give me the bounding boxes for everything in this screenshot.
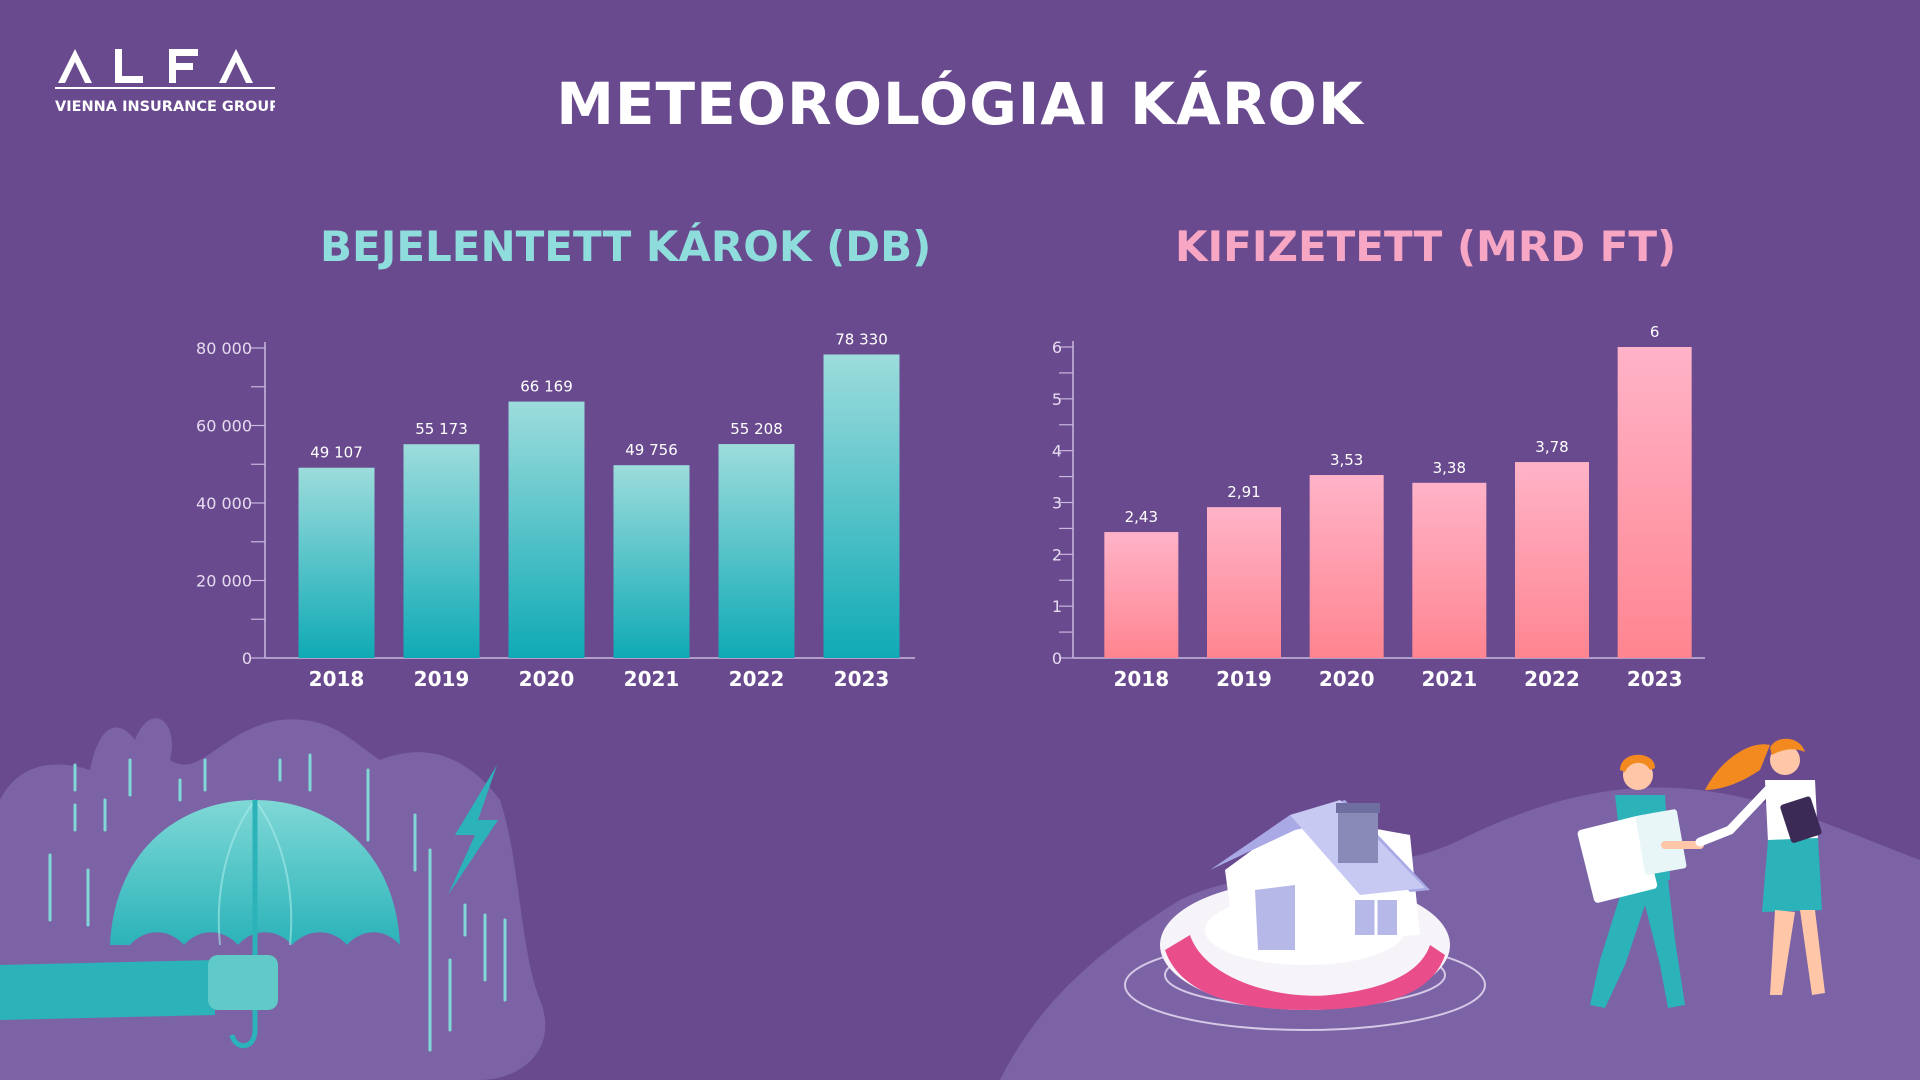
y-tick-label: 4 [1052, 442, 1062, 461]
bar-value-label: 78 330 [835, 330, 888, 348]
rain-icon [48, 753, 507, 1052]
x-tick-label: 2018 [1113, 667, 1169, 691]
x-tick-label: 2021 [624, 667, 680, 691]
bar-value-label: 2,91 [1227, 483, 1260, 501]
bar-value-label: 6 [1650, 323, 1660, 341]
x-tick-label: 2023 [1627, 667, 1683, 691]
bar-2019 [1207, 507, 1281, 658]
bar-value-label: 49 756 [625, 441, 678, 459]
y-tick-label: 6 [1052, 338, 1062, 357]
water-blob [1000, 787, 1920, 1080]
alfa-logo: VIENNA INSURANCE GROUP [55, 49, 275, 115]
house-icon [1210, 800, 1430, 950]
bar-value-label: 49 107 [310, 444, 363, 462]
y-tick-label: 0 [1052, 649, 1062, 668]
y-tick-label: 60 000 [196, 417, 252, 436]
x-tick-label: 2020 [1319, 667, 1375, 691]
y-tick-label: 5 [1052, 390, 1062, 409]
y-tick-label: 0 [242, 649, 252, 668]
bar-2022 [1515, 462, 1589, 658]
umbrella-icon [0, 799, 400, 1049]
lightning-icon [448, 765, 498, 895]
bar-2019 [403, 444, 480, 658]
bar-2021 [613, 465, 690, 658]
bar-value-label: 3,53 [1330, 451, 1363, 469]
chart-title-paid: KIFIZETETT (MRD FT) [1175, 222, 1677, 271]
bar-2023 [1617, 347, 1692, 658]
bar-2020 [508, 401, 585, 658]
bar-2021 [1412, 482, 1487, 658]
x-tick-label: 2022 [729, 667, 785, 691]
y-tick-label: 2 [1052, 545, 1062, 564]
bar-2018 [1104, 532, 1179, 658]
x-tick-label: 2019 [1216, 667, 1272, 691]
logo-mark-icon [55, 49, 275, 89]
people-handshake-icon [1577, 738, 1825, 1008]
y-tick-label: 20 000 [196, 572, 252, 591]
x-tick-label: 2021 [1421, 667, 1477, 691]
bar-2022 [718, 444, 795, 658]
bar-2020 [1309, 475, 1384, 658]
y-tick-label: 40 000 [196, 494, 252, 513]
page-title: METEOROLÓGIAI KÁROK [556, 70, 1364, 138]
bar-2023 [823, 354, 900, 658]
y-tick-label: 1 [1052, 597, 1062, 616]
bar-value-label: 2,43 [1125, 508, 1158, 526]
logo-tagline: VIENNA INSURANCE GROUP [55, 99, 275, 115]
bar-value-label: 55 173 [415, 420, 468, 438]
x-tick-label: 2020 [519, 667, 575, 691]
x-tick-label: 2019 [414, 667, 470, 691]
bar-value-label: 66 169 [520, 378, 573, 396]
bar-value-label: 55 208 [730, 420, 783, 438]
bar-2018 [298, 467, 375, 658]
x-tick-label: 2022 [1524, 667, 1580, 691]
x-tick-label: 2023 [834, 667, 890, 691]
x-tick-label: 2018 [309, 667, 365, 691]
bar-value-label: 3,38 [1433, 459, 1466, 477]
y-tick-label: 3 [1052, 494, 1062, 513]
chart-title-claims: BEJELENTETT KÁROK (DB) [320, 222, 932, 271]
y-tick-label: 80 000 [196, 339, 252, 358]
bar-value-label: 3,78 [1535, 438, 1568, 456]
